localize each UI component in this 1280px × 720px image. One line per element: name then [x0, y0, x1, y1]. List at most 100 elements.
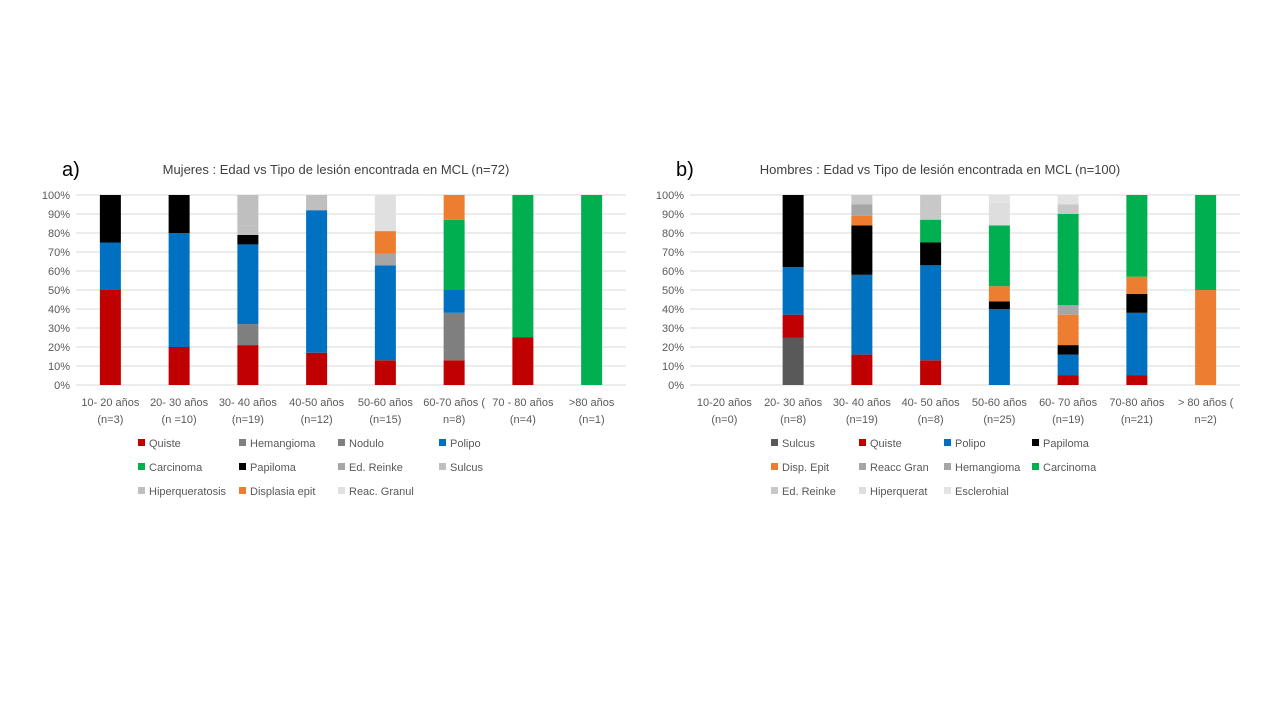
chart1-x-tick-label: (n=0) — [711, 414, 737, 426]
chart0-y-tick-label: 70% — [48, 247, 70, 259]
chart0-legend-swatch — [338, 463, 345, 470]
chart1-y-tick-label: 70% — [662, 247, 684, 259]
chart0-x-tick-label: (n=1) — [579, 414, 605, 426]
chart0-y-tick-label: 10% — [48, 361, 70, 373]
chart0-y-tick-label: 90% — [48, 209, 70, 221]
chart1-legend-label: Polipo — [955, 438, 986, 450]
chart0-bar-segment — [443, 219, 465, 290]
chart1-x-tick-label: (n=21) — [1121, 414, 1153, 426]
chart1-bar-segment — [851, 215, 873, 226]
chart1-legend-label: Esclerohial — [955, 486, 1009, 498]
chart0-bar-segment — [168, 195, 190, 233]
chart1-legend-swatch — [944, 463, 951, 470]
chart0-bar-segment — [581, 195, 603, 385]
chart1-x-tick-label: 40- 50 años — [902, 397, 961, 409]
chart1-legend-label: Hiperquerat — [870, 486, 927, 498]
chart0-bar-segment — [306, 210, 328, 353]
chart1-x-tick-label: 10-20 años — [697, 397, 753, 409]
chart0-x-tick-label: n=8) — [443, 414, 465, 426]
chart0-legend-swatch — [138, 487, 145, 494]
chart0-bar-segment — [99, 290, 121, 385]
chart1-bar-segment — [1057, 214, 1079, 306]
chart1-bar-segment — [1057, 314, 1079, 346]
chart1-bar-segment — [1126, 375, 1148, 385]
chart1-x-tick-label: (n=8) — [918, 414, 944, 426]
chart0-bar-segment — [374, 231, 396, 254]
chart1-legend-swatch — [1032, 463, 1039, 470]
chart1-bar-segment — [851, 195, 873, 205]
chart0-bar-segment — [168, 233, 190, 347]
chart0-x-tick-label: 70 - 80 años — [492, 397, 554, 409]
chart1-title: Hombres : Edad vs Tipo de lesión encontr… — [760, 162, 1120, 177]
chart0-x-tick-label: (n=15) — [369, 414, 401, 426]
chart0-legend-swatch — [138, 439, 145, 446]
chart1-bar-segment — [1057, 305, 1079, 315]
chart1-bar-segment — [1195, 290, 1217, 385]
chart1-x-tick-label: 50-60 años — [972, 397, 1028, 409]
chart1-y-tick-label: 80% — [662, 228, 684, 240]
chart1-y-tick-label: 90% — [662, 209, 684, 221]
chart0-bar-segment — [99, 242, 121, 290]
chart0-legend-swatch — [239, 463, 246, 470]
chart0-legend-label: Carcinoma — [149, 462, 203, 474]
chart1-bar-segment — [988, 286, 1010, 302]
chart0-bar-segment — [443, 312, 465, 361]
chart1-y-tick-label: 20% — [662, 342, 684, 354]
chart0-bar-segment — [306, 195, 328, 211]
chart1-bar-segment — [988, 195, 1010, 203]
chart1-bar-segment — [1195, 195, 1217, 290]
chart0-x-tick-label: (n=4) — [510, 414, 536, 426]
chart1-bar-segment — [782, 314, 804, 338]
chart1-legend-swatch — [771, 439, 778, 446]
chart1-y-tick-label: 40% — [662, 304, 684, 316]
chart0-bar-segment — [512, 337, 534, 385]
chart0-legend-swatch — [439, 463, 446, 470]
chart0-legend-label: Papiloma — [250, 462, 297, 474]
chart0-bar-segment — [443, 195, 465, 220]
chart1-legend-label: Hemangioma — [955, 462, 1021, 474]
chart1-x-tick-label: (n=19) — [846, 414, 878, 426]
chart1-bar-segment — [782, 337, 804, 385]
chart0-x-tick-label: (n=3) — [97, 414, 123, 426]
chart1-x-tick-label: n=2) — [1194, 414, 1216, 426]
chart0-legend-label: Hiperqueratosis — [149, 486, 227, 498]
chart0-legend-swatch — [338, 439, 345, 446]
chart0-x-tick-label: 40-50 años — [289, 397, 345, 409]
chart1-y-tick-label: 50% — [662, 285, 684, 297]
chart1-x-tick-label: (n=25) — [983, 414, 1015, 426]
chart0-y-tick-label: 0% — [54, 380, 70, 392]
chart1-legend-swatch — [944, 487, 951, 494]
chart1-bar-segment — [1057, 375, 1079, 385]
chart1-bar-segment — [1057, 204, 1079, 214]
chart1-bar-segment — [851, 274, 873, 355]
chart1-bar-segment — [920, 360, 942, 385]
chart1-y-tick-label: 10% — [662, 361, 684, 373]
chart0-legend-swatch — [138, 463, 145, 470]
chart0-y-tick-label: 50% — [48, 285, 70, 297]
chart0-y-tick-label: 30% — [48, 323, 70, 335]
chart0-legend-label: Hemangioma — [250, 438, 316, 450]
chart1-y-tick-label: 100% — [656, 190, 684, 202]
chart0-bar-segment — [237, 324, 259, 346]
chart1-x-tick-label: 20- 30 años — [764, 397, 823, 409]
chart1-bar-segment — [988, 225, 1010, 287]
chart1-x-tick-label: 70-80 años — [1109, 397, 1165, 409]
chart1-y-tick-label: 30% — [662, 323, 684, 335]
chart1-bar-segment — [920, 195, 942, 220]
chart0-bar-segment — [443, 360, 465, 385]
chart0-x-tick-label: >80 años — [569, 397, 615, 409]
chart0-bar-segment — [168, 347, 190, 385]
chart0-legend-label: Ed. Reinke — [349, 462, 403, 474]
chart0-x-tick-label: 50-60 años — [358, 397, 414, 409]
chart1-bar-segment — [920, 265, 942, 361]
chart0-legend-label: Sulcus — [450, 462, 484, 474]
chart1-bar-segment — [1126, 293, 1148, 313]
chart0-legend-swatch — [239, 439, 246, 446]
chart1-bar-segment — [851, 204, 873, 216]
chart1-x-tick-label: > 80 años ( — [1178, 397, 1234, 409]
chart1-legend-label: Papiloma — [1043, 438, 1090, 450]
chart1-panel-label: b) — [676, 159, 694, 181]
chart1-y-tick-label: 0% — [668, 380, 684, 392]
chart0-legend-label: Polipo — [450, 438, 481, 450]
